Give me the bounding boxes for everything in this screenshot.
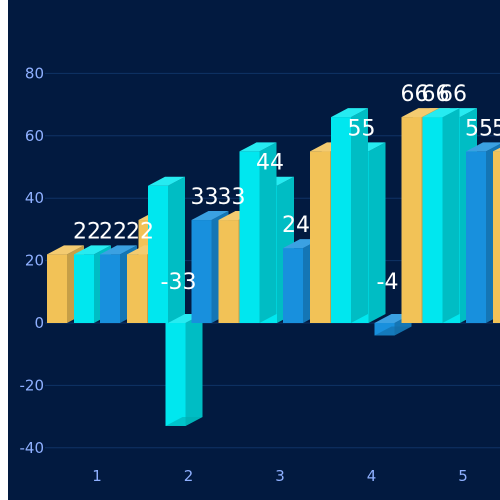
bar-top-cap (401, 108, 439, 118)
bar-s4-c1 (239, 142, 277, 323)
bar-side-face (168, 176, 185, 323)
bar-front-face (165, 323, 186, 426)
y-tick-label: -20 (20, 376, 45, 394)
y-axis: 80 60 40 20 0 -20 -40 (20, 64, 45, 456)
data-label: 22 (99, 219, 127, 244)
data-label: 66 (422, 82, 450, 107)
bar-front-face (283, 248, 303, 323)
data-label: 33 (191, 185, 219, 210)
x-tick-label: 2 (184, 467, 194, 485)
data-label: 24 (282, 213, 310, 238)
bar-front-face (47, 254, 67, 323)
bar-bottom-cap (374, 326, 412, 336)
y-tick-label: 80 (25, 64, 44, 82)
bar-side-face (442, 108, 460, 323)
x-tick-label: 4 (367, 467, 377, 485)
bar-s4-c2 (331, 108, 368, 323)
y-tick-label: 20 (25, 252, 44, 270)
bar-top-cap (74, 245, 111, 255)
bar-front-face (401, 117, 422, 323)
bar-side-face (185, 314, 203, 426)
data-label: 55 (492, 116, 500, 141)
bar-front-face (218, 220, 239, 323)
data-label: 55 (348, 116, 376, 141)
bar-top-cap (493, 147, 500, 152)
bar-top-cap (466, 142, 500, 152)
bar-s4-c3 (422, 108, 460, 323)
x-tick-label: 1 (92, 467, 102, 485)
bar-s3-c4 (493, 147, 500, 323)
bar-front-face (422, 117, 443, 323)
bar-front-face (100, 254, 120, 323)
bar-side-face (368, 142, 386, 323)
data-label: -4 (377, 270, 399, 295)
data-label: 22 (126, 219, 154, 244)
data-label: 66 (439, 82, 467, 107)
data-label: 55 (465, 116, 493, 141)
bar-top-cap (239, 142, 277, 152)
bar-top-cap (148, 176, 185, 186)
data-label: 22 (73, 219, 101, 244)
data-label: 33 (218, 185, 246, 210)
data-label: 44 (256, 151, 284, 176)
bar-top-cap (331, 108, 368, 118)
bar-top-cap (47, 245, 84, 255)
y-tick-label: -40 (20, 439, 45, 457)
data-label: 66 (401, 82, 429, 107)
bar-front-face (148, 185, 168, 323)
bar-front-face (239, 151, 260, 323)
x-axis: 1 2 3 4 5 (92, 467, 468, 485)
bar-side-face (351, 108, 368, 323)
bar-s4-c0 (148, 176, 185, 323)
x-tick-label: 5 (458, 467, 468, 485)
y-tick-label: 0 (34, 314, 44, 332)
y-tick-label: 60 (25, 127, 44, 145)
bar-top-cap (191, 211, 229, 221)
bar-side-face (259, 142, 277, 323)
bar-bottom-cap (165, 416, 203, 426)
bar-front-face (331, 117, 351, 323)
bar-top-cap (100, 245, 137, 255)
bar-front-face (127, 254, 147, 323)
bar-front-face (310, 151, 330, 323)
bar-front-face (191, 220, 212, 323)
value-labels: 22 -33 44 55 66 22 33 24 -4 55 22 33 66 55 66 (73, 82, 500, 295)
bar-front-face (493, 151, 500, 323)
bars (47, 108, 500, 426)
y-tick-label: 40 (25, 189, 44, 207)
bar-top-cap (422, 108, 460, 118)
bar-front-face (466, 151, 486, 323)
x-tick-label: 3 (275, 467, 285, 485)
data-label: -33 (161, 270, 197, 295)
bar-front-face (74, 254, 94, 323)
bar-s1-c1 (165, 314, 203, 426)
